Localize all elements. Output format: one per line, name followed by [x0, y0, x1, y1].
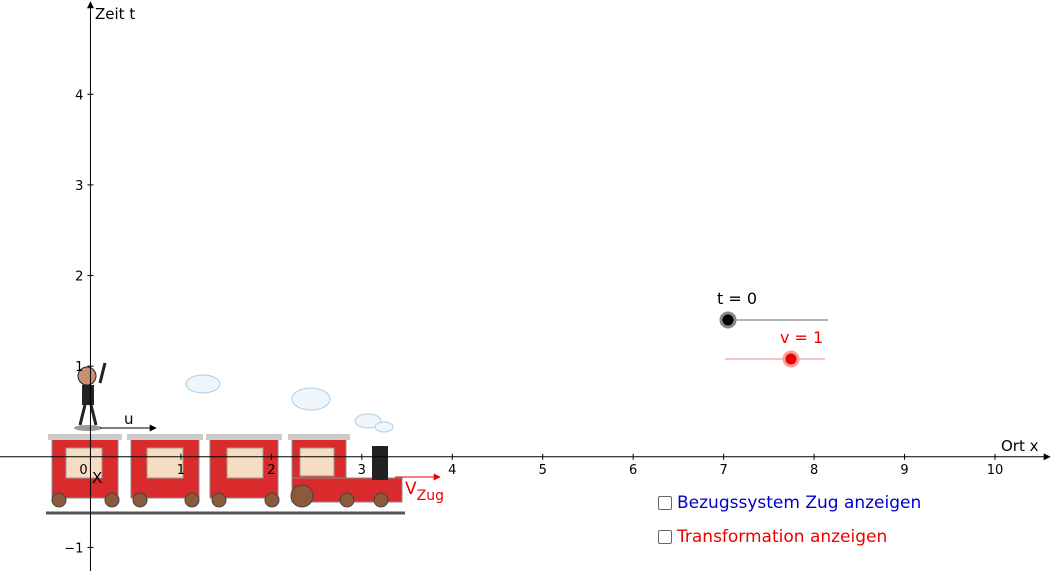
checkbox-label: Transformation anzeigen — [677, 527, 888, 547]
slider-t[interactable]: t = 0 — [717, 289, 828, 329]
x-tick-label: 1 — [177, 463, 185, 478]
x-tick-label: 5 — [539, 463, 547, 478]
slider-label: v = 1 — [780, 328, 823, 347]
y-tick-label: 4 — [75, 88, 83, 103]
checkbox-box[interactable] — [658, 496, 672, 510]
slider-knob[interactable] — [782, 350, 800, 368]
x-tick-label: 7 — [720, 463, 728, 478]
checkbox-label: Bezugssystem Zug anzeigen — [677, 493, 922, 513]
x-tick-label: 6 — [629, 463, 637, 478]
x-tick-label: 8 — [810, 463, 818, 478]
y-tick-label: 1 — [75, 360, 83, 375]
y-tick-label: 3 — [75, 179, 83, 194]
y-tick-label: −1 — [64, 541, 83, 556]
slider-label: t = 0 — [717, 289, 757, 308]
y-axis-label: Zeit t — [95, 5, 135, 23]
x-tick-label: 9 — [900, 463, 908, 478]
vzug-sub: Zug — [417, 488, 444, 504]
checkbox-box[interactable] — [658, 530, 672, 544]
x-tick-label: 10 — [987, 463, 1004, 478]
x-axis-label: Ort x — [1001, 437, 1039, 455]
vzug-v: V — [405, 479, 417, 499]
x-tick-label: 2 — [267, 463, 275, 478]
train-illustration — [46, 362, 405, 515]
checkbox[interactable]: Bezugssystem Zug anzeigen — [658, 493, 921, 513]
y-tick-label: 2 — [75, 270, 83, 285]
x-label: X — [92, 469, 102, 487]
man-figure — [74, 362, 107, 431]
vzug-label: VZug — [405, 479, 444, 504]
x-tick-label: 0 — [79, 463, 87, 478]
x-tick-label: 3 — [358, 463, 366, 478]
checkbox[interactable]: Transformation anzeigen — [658, 527, 887, 547]
x-tick-label: 4 — [448, 463, 456, 478]
slider-v[interactable]: v = 1 — [725, 328, 825, 368]
slider-knob[interactable] — [719, 311, 737, 329]
u-label: u — [124, 410, 134, 428]
